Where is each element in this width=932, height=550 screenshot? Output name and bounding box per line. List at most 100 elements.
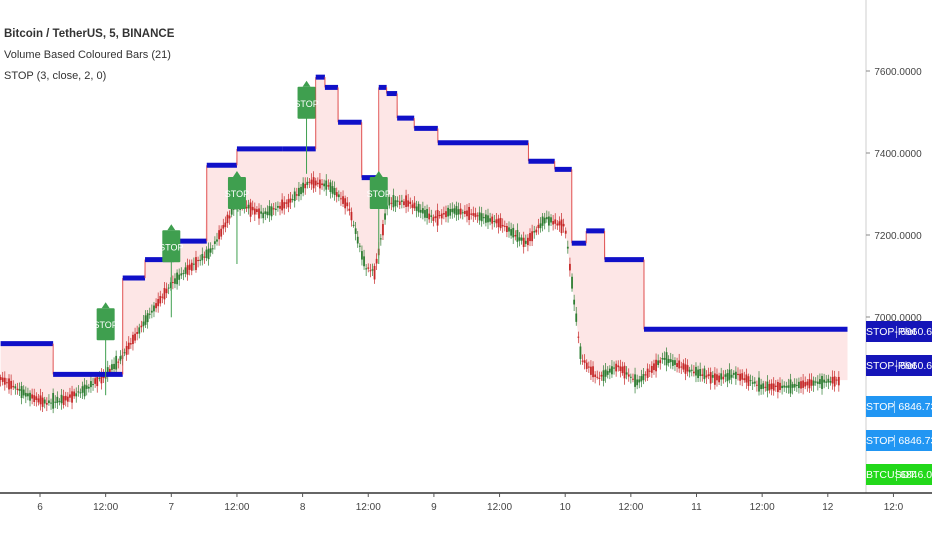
candle-body (827, 378, 830, 383)
candle-body (661, 358, 664, 360)
candle-body (218, 230, 220, 240)
candle-body (642, 374, 645, 381)
candle-body (205, 249, 208, 259)
candle-body (167, 287, 170, 289)
candle-body (293, 191, 296, 202)
candle-body (682, 363, 685, 370)
candle-body (476, 215, 479, 217)
candle-body (136, 331, 139, 334)
candle-body (644, 374, 647, 376)
candle-body (787, 385, 790, 388)
candle-body (264, 211, 267, 214)
candle-body (482, 217, 485, 219)
candle-body (728, 369, 731, 380)
candle-body (772, 383, 775, 391)
candle-body (506, 226, 508, 233)
candle-body (514, 234, 517, 237)
candle-body (342, 196, 344, 204)
candle-body (232, 208, 235, 210)
candle-body (85, 385, 88, 389)
candle-body (484, 214, 487, 223)
candle-body (129, 343, 132, 345)
candle-body (489, 218, 491, 222)
candle-body (522, 237, 525, 248)
candle-body (43, 399, 46, 404)
candle-body (125, 345, 128, 355)
candle-body (314, 180, 317, 186)
candle-body (16, 388, 19, 391)
candle-body (268, 206, 271, 216)
candle-body (646, 368, 649, 378)
candle-body (329, 182, 332, 193)
stop-marker-box (297, 86, 316, 119)
candle-body (327, 185, 330, 187)
candle-body (573, 299, 576, 305)
candle-body (24, 392, 27, 397)
candle-body (520, 237, 523, 241)
candle-body (157, 299, 160, 307)
candle-body (270, 206, 273, 217)
candle-body (398, 201, 401, 206)
candle-body (310, 179, 313, 185)
candle-body (747, 376, 750, 386)
candle-body (577, 336, 580, 338)
x-tick-label: 12:0 (884, 502, 904, 513)
candle-body (812, 380, 815, 386)
candle-body (41, 397, 44, 407)
candle-body (226, 214, 229, 224)
candle-body (804, 382, 807, 387)
candle-body (711, 375, 714, 378)
candle-body (669, 359, 672, 363)
x-tick-label: 6 (37, 502, 43, 513)
indicator-volume-bars[interactable]: Volume Based Coloured Bars (21) (4, 49, 171, 61)
candle-body (602, 370, 605, 381)
candle-body (361, 251, 363, 260)
candle-body (1, 377, 4, 382)
candle-body (638, 379, 641, 383)
price-tag-name: BTCUSDT (866, 468, 916, 481)
candle-body (73, 391, 76, 397)
candle-body (548, 216, 550, 226)
price-tag-name: STOP-Plot (866, 325, 916, 338)
candle-body (144, 315, 147, 325)
candle-body (203, 256, 206, 258)
candle-body (579, 346, 582, 359)
candle-body (365, 268, 368, 270)
candle-body (321, 183, 323, 186)
candle-body (195, 257, 197, 271)
candle-body (291, 199, 294, 201)
candle-body (220, 228, 223, 237)
candle-body (703, 368, 706, 380)
stop-marker-label: STOP (225, 189, 249, 199)
candle-body (180, 273, 183, 276)
candle-body (800, 381, 802, 389)
candle-body (18, 388, 21, 391)
candle-body (503, 225, 506, 227)
indicator-stop[interactable]: STOP (3, close, 2, 0) (4, 70, 107, 82)
candle-body (52, 392, 55, 409)
candle-body (352, 224, 355, 226)
candle-body (289, 198, 292, 203)
candle-body (770, 383, 773, 390)
candle-body (96, 376, 99, 387)
candle-body (625, 372, 628, 375)
candle-body (440, 213, 443, 219)
candle-body (632, 378, 634, 380)
candle-body (356, 236, 359, 244)
candle-body (762, 383, 765, 389)
stop-marker-arrow (167, 224, 176, 231)
candle-body (734, 371, 737, 379)
candle-body (304, 183, 307, 189)
candle-body (699, 368, 702, 377)
price-tag-value: 6960.6782 (900, 359, 932, 372)
candle-body (533, 231, 536, 233)
candle-body (653, 363, 655, 371)
candle-body (8, 378, 10, 390)
candle-body (457, 209, 460, 215)
candle-body (79, 392, 82, 394)
x-tick-label: 12:00 (750, 502, 775, 513)
candle-body (56, 396, 59, 404)
candle-body (0, 377, 2, 380)
